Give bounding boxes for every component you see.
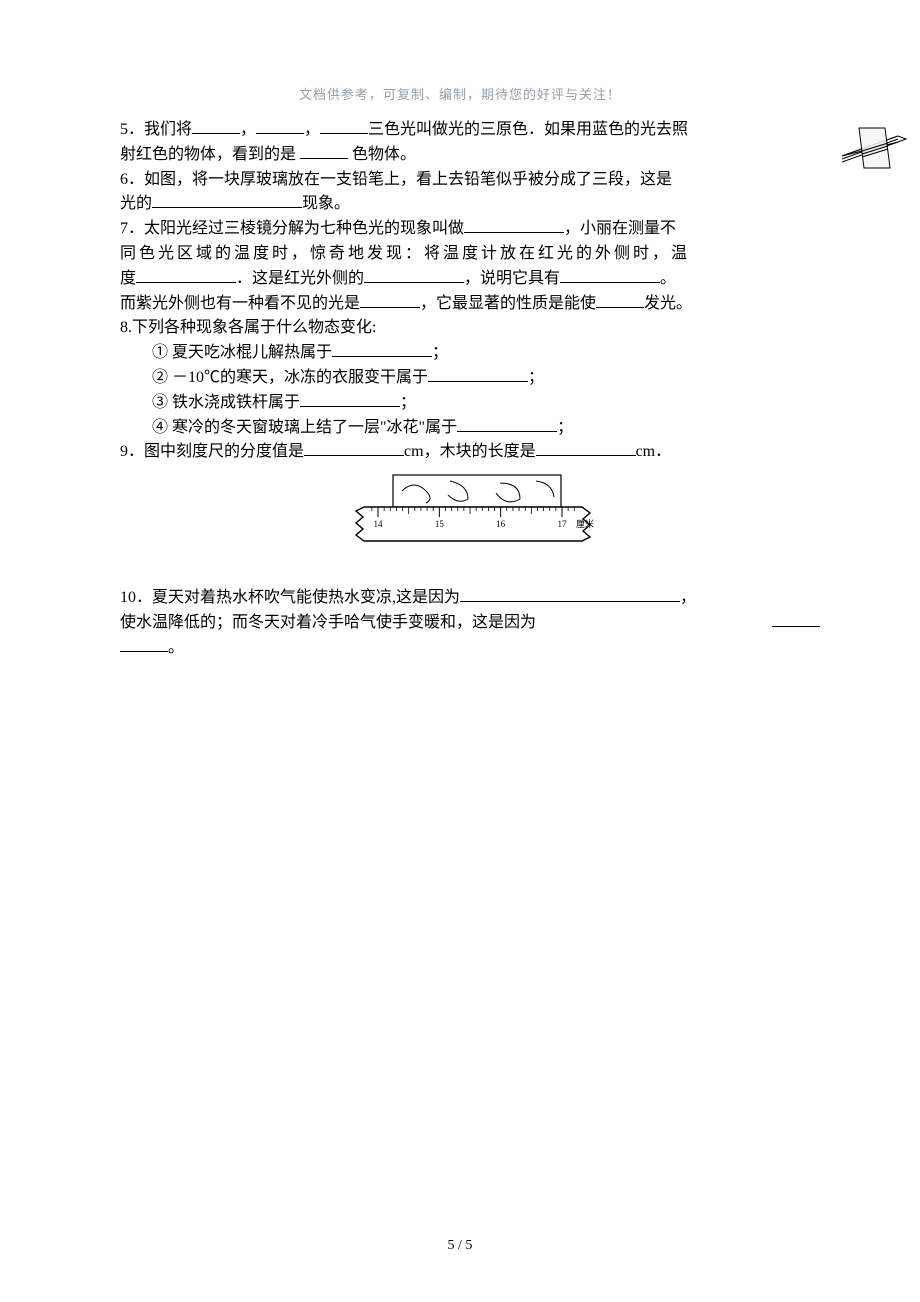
question-9: 9．图中刻度尺的分度值是 cm，木块的长度是 cm． [120,440,820,465]
pencil-glass-figure [840,126,910,179]
question-8-item4: ④ 寒冷的冬天窗玻璃上结了一层"冰花"属于 ； [120,416,820,441]
q5-text-1: 5．我们将 [120,121,192,138]
q7-text-4: 度 [120,270,136,287]
q7-text-9: ，它最显著的性质是能使 [420,295,596,312]
q5-blank-1 [192,118,240,134]
q8-i3-tail: ； [400,394,416,411]
question-6-line2: 光的 现象。 [120,192,820,217]
ruler-figure: 14 15 16 17 厘米 [120,473,820,570]
question-7-line4: 而紫光外侧也有一种看不见的光是 ，它最显著的性质是能使 发光。 [120,292,820,317]
question-10-line2: 使水温降低的；而冬天对着冷手哈气使手变暖和，这是因为 [120,611,820,636]
pencil-glass-svg [840,126,910,174]
q10-blank-2 [772,611,820,627]
question-6: 6．如图，将一块厚玻璃放在一支铅笔上，看上去铅笔似乎被分成了三段，这是 [120,168,820,193]
q7-text-6: ，说明它具有 [464,270,560,287]
q8-i3-blank [300,391,400,407]
document-body: 5．我们将 ， ， 三色光叫做光的三原色．如果用蓝色的光去照 射红色的物体，看到的是 … [120,118,820,660]
svg-text:17: 17 [558,519,568,529]
q5-text-6: 色物体。 [352,146,416,163]
question-10-line3: 。 [120,636,820,661]
question-7-line2: 同色光区域的温度时，惊奇地发现：将温度计放在红光的外侧时，温 [120,242,820,267]
question-5-line2: 射红色的物体，看到的是 色物体。 [120,143,820,168]
question-10: 10．夏天对着热水杯吹气能使热水变凉,这是因为 ， [120,586,820,611]
question-5: 5．我们将 ， ， 三色光叫做光的三原色．如果用蓝色的光去照 [120,118,820,143]
q8-i2-tail: ； [528,369,544,386]
q9-text-3: cm． [636,443,672,460]
q9-text-1: 9．图中刻度尺的分度值是 [120,443,304,460]
q8-i1-text: ① 夏天吃冰棍儿解热属于 [152,344,332,361]
q5-text-2: ， [240,121,256,138]
q5-text-4: 三色光叫做光的三原色．如果用蓝色的光去照 [368,121,688,138]
q7-text-8: 而紫光外侧也有一种看不见的光是 [120,295,360,312]
question-7-line3: 度 ．这是红光外侧的 ，说明它具有 。 [120,267,820,292]
q7-blank-2 [136,267,236,283]
q9-blank-2 [536,440,636,456]
q5-blank-3 [320,118,368,134]
q8-i4-tail: ； [557,419,573,436]
q8-i2-text: ② －10℃的寒天，冰冻的衣服变干属于 [152,369,428,386]
q5-blank-4 [300,143,348,159]
q8-i3-text: ③ 铁水浇成铁杆属于 [152,394,300,411]
svg-text:厘米: 厘米 [576,518,594,529]
page-footer: 5 / 5 [0,1238,920,1254]
q7-blank-6 [596,292,644,308]
q9-text-2: cm，木块的长度是 [404,443,536,460]
q10-blank-1 [460,586,680,602]
svg-text:14: 14 [374,519,384,529]
q10-blank-3 [120,636,168,652]
svg-text:16: 16 [496,519,506,529]
q6-text-3: 现象。 [302,195,350,212]
q10-text-3: 使水温降低的；而冬天对着冷手哈气使手变暖和，这是因为 [120,611,536,636]
q7-text-5: ．这是红光外侧的 [236,270,364,287]
page-header-notice: 文档供参考，可复制、编制，期待您的好评与关注！ [0,84,920,103]
question-8-title: 8.下列各种现象各属于什么物态变化: [120,316,820,341]
q8-i4-blank [457,416,557,432]
ruler-svg: 14 15 16 17 厘米 [340,473,600,561]
q8-i4-text: ④ 寒冷的冬天窗玻璃上结了一层"冰花"属于 [152,419,457,436]
q5-text-5: 射红色的物体，看到的是 [120,146,296,163]
q10-text-4: 。 [168,639,184,656]
q7-blank-4 [560,267,660,283]
q5-text-3: ， [304,121,320,138]
q10-text-2: ， [680,589,696,606]
q6-blank-1 [152,192,302,208]
q8-i2-blank [428,366,528,382]
q7-text-10: 发光。 [644,295,692,312]
q7-text-2: ，小丽在测量不 [564,220,676,237]
q7-blank-3 [364,267,464,283]
question-7: 7．太阳光经过三棱镜分解为七种色光的现象叫做 ，小丽在测量不 [120,217,820,242]
q7-blank-5 [360,292,420,308]
question-8-item2: ② －10℃的寒天，冰冻的衣服变干属于 ； [120,366,820,391]
q6-text-2: 光的 [120,195,152,212]
q8-i1-blank [332,341,432,357]
q7-blank-1 [464,217,564,233]
question-8-item3: ③ 铁水浇成铁杆属于 ； [120,391,820,416]
q8-i1-tail: ； [432,344,448,361]
q7-text-7: 。 [660,270,676,287]
q7-text-1: 7．太阳光经过三棱镜分解为七种色光的现象叫做 [120,220,464,237]
q5-blank-2 [256,118,304,134]
q9-blank-1 [304,440,404,456]
q10-text-1: 10．夏天对着热水杯吹气能使热水变凉,这是因为 [120,589,460,606]
question-8-item1: ① 夏天吃冰棍儿解热属于 ； [120,341,820,366]
svg-text:15: 15 [435,519,445,529]
q7-text-3: 同色光区域的温度时，惊奇地发现：将温度计放在红光的外侧时，温 [120,245,690,262]
q6-text-1: 6．如图，将一块厚玻璃放在一支铅笔上，看上去铅笔似乎被分成了三段，这是 [120,171,672,188]
